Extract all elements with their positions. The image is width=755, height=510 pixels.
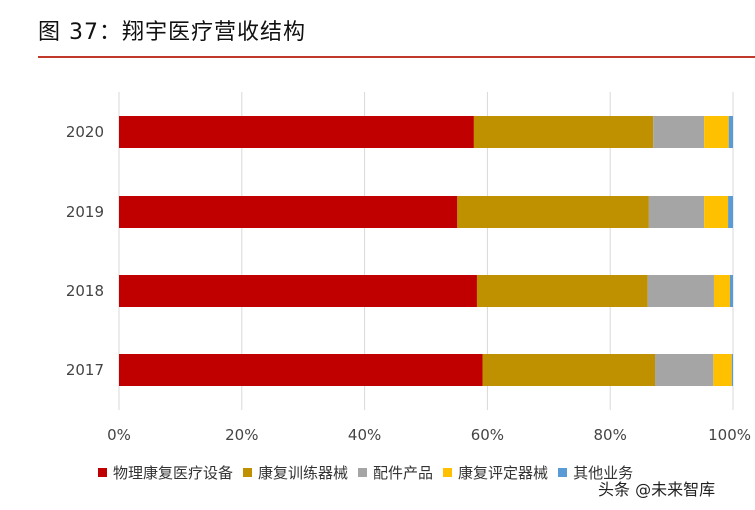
x-tick-label: 100% <box>708 426 751 444</box>
legend-swatch <box>358 468 368 477</box>
bar-segment <box>704 116 729 148</box>
bar-segment <box>647 275 714 307</box>
bar-segment <box>653 116 705 148</box>
bar-segment <box>119 275 477 307</box>
bar-segment <box>731 354 733 386</box>
watermark: 头条 @未来智库 <box>598 480 716 499</box>
bar-segment <box>648 196 705 228</box>
category-label: 2018 <box>66 282 104 300</box>
legend-label: 康复训练器械 <box>258 464 349 482</box>
category-labels: 2020 2019 2018 2017 <box>66 123 104 379</box>
bar-segment <box>729 275 733 307</box>
category-label: 2019 <box>66 203 104 221</box>
x-tick-label: 0% <box>107 426 131 444</box>
legend: 物理康复医疗设备 康复训练器械 配件产品 康复评定器械 其他业务 <box>98 462 633 483</box>
bar-segment <box>457 196 649 228</box>
legend-swatch <box>98 468 107 477</box>
bar-segment <box>713 354 732 386</box>
legend-swatch <box>443 468 453 477</box>
category-label: 2017 <box>66 361 104 379</box>
bar-segment <box>119 354 483 386</box>
bar-segment <box>728 116 733 148</box>
chart-title: 图 37：翔宇医疗营收结构 <box>38 20 306 45</box>
legend-item: 康复评定器械 <box>443 462 548 483</box>
x-tick-label: 20% <box>225 426 258 444</box>
bar-segment <box>119 196 458 228</box>
bar-segment <box>713 275 730 307</box>
legend-item: 康复训练器械 <box>243 462 348 483</box>
legend-label: 配件产品 <box>373 464 434 482</box>
legend-swatch <box>558 468 568 477</box>
title-rule <box>38 56 755 58</box>
bar-segment <box>119 116 474 148</box>
bar-segment <box>473 116 654 148</box>
bar-segment <box>476 275 648 307</box>
bar-segments <box>119 116 733 386</box>
bar-segment <box>482 354 656 386</box>
legend-label: 康复评定器械 <box>458 464 549 482</box>
legend-item: 配件产品 <box>358 462 433 483</box>
bar-segment <box>728 196 733 228</box>
legend-label: 其他业务 <box>573 464 634 482</box>
category-label: 2020 <box>66 123 104 141</box>
x-tick-label: 60% <box>471 426 504 444</box>
bar-segment <box>655 354 714 386</box>
legend-swatch <box>243 468 253 477</box>
x-tick-label: 80% <box>594 426 627 444</box>
legend-item: 其他业务 <box>558 462 633 483</box>
x-tick-label: 40% <box>348 426 381 444</box>
legend-item: 物理康复医疗设备 <box>98 462 233 483</box>
x-tick-labels: 0% 20% 40% 60% 80% 100% <box>107 426 751 444</box>
bar-segment <box>704 196 729 228</box>
legend-label: 物理康复医疗设备 <box>113 464 234 482</box>
